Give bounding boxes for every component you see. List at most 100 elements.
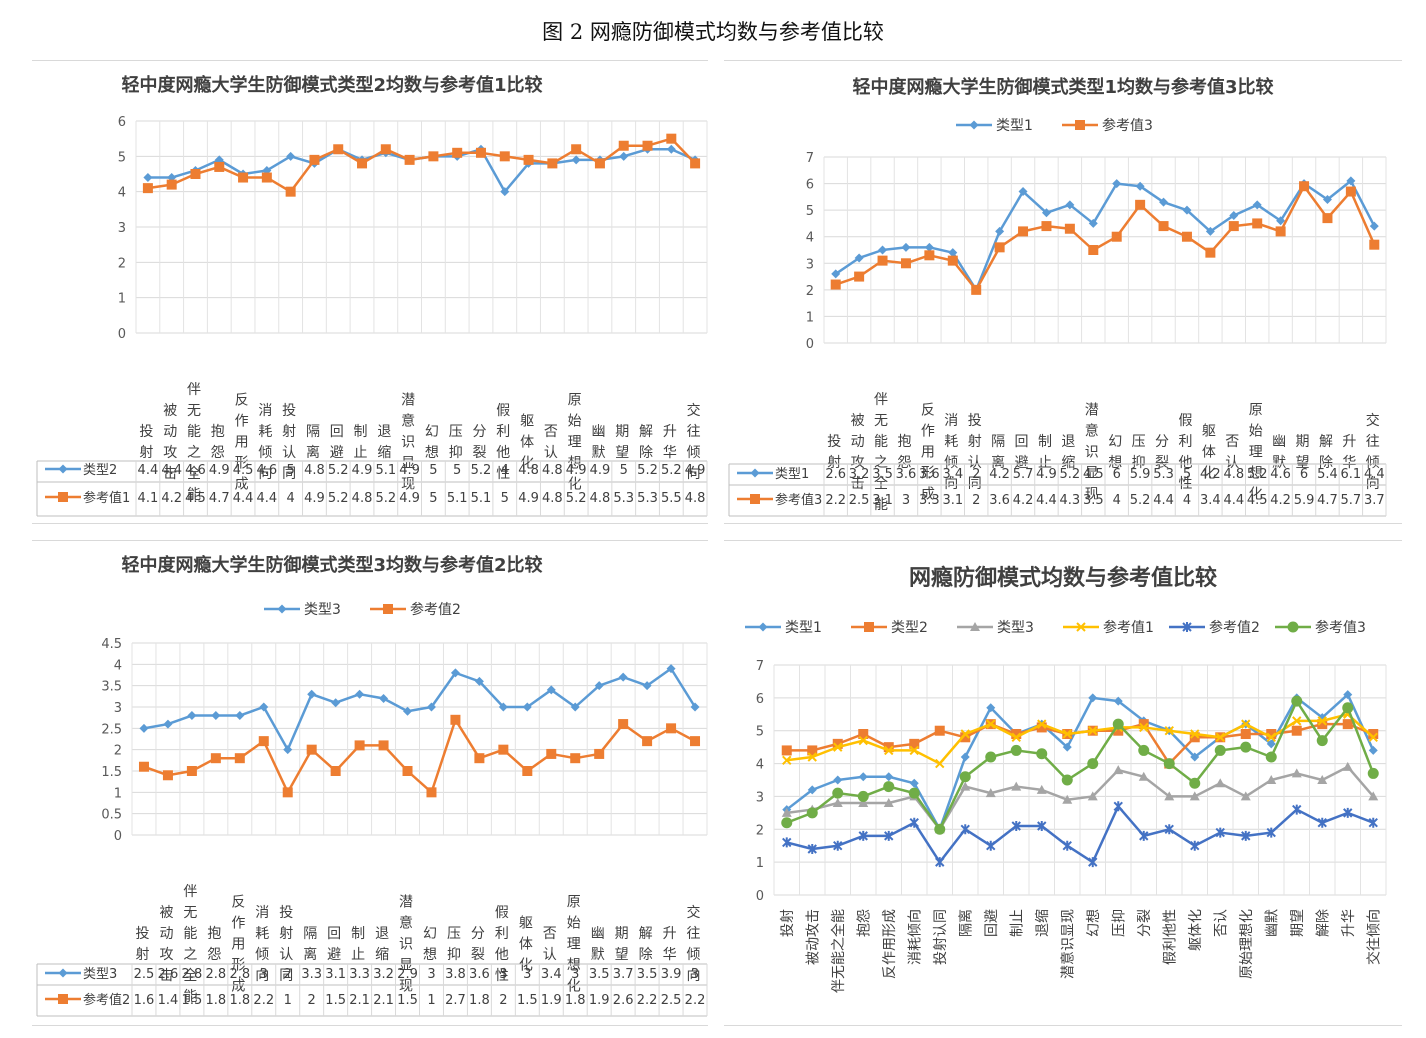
x-tick-label-13: 压抑 [449, 424, 466, 461]
legend-label-5: 参考值3 [1315, 619, 1366, 636]
legend-item-0-marker [277, 604, 287, 614]
x-tick-label-17: 否认 [543, 926, 560, 963]
table-cell-1-23: 3.7 [1364, 493, 1385, 508]
data-point-1-14 [474, 753, 485, 764]
table-cell-0-11: 4.5 [1083, 467, 1104, 482]
table-cell-0-10: 5.2 [1060, 467, 1081, 482]
table-cell-0-22: 3.9 [661, 967, 682, 982]
data-point-4-17 [1215, 827, 1225, 838]
data-point-3-6 [935, 758, 945, 769]
data-point-3-3 [858, 735, 868, 746]
data-point-5-14 [1138, 744, 1150, 756]
data-point-2-12 [1087, 791, 1098, 801]
data-point-1-13 [450, 714, 461, 725]
data-point-0-7 [307, 689, 317, 699]
table-cell-1-18: 5.2 [566, 491, 587, 506]
x-tick-label-14: 分裂 [472, 424, 489, 461]
table-cell-0-16: 4.8 [518, 463, 539, 478]
data-point-4-21 [1317, 817, 1327, 828]
table-series-name-0: 类型3 [83, 967, 117, 982]
x-tick-label-9: 制止 [354, 424, 371, 461]
table-cell-0-13: 5.9 [1130, 467, 1151, 482]
data-point-1-14 [1158, 221, 1169, 232]
data-point-1-10 [378, 740, 389, 751]
chart-panel-type2-vs-ref1: 轻中度网瘾大学生防御模式类型2均数与参考值1比较 0 1 2 3 4 5 6 投射 被动攻击 伴无能… [32, 60, 708, 524]
data-point-2-10 [1036, 784, 1047, 794]
table-cell-0-18: 3 [571, 967, 579, 982]
x-tick-label-21: 解除 [639, 424, 656, 461]
data-point-2-14 [1138, 771, 1149, 781]
table-cell-1-18: 1.8 [565, 993, 586, 1008]
legend-item-1-marker [383, 604, 393, 614]
series-line-4 [786, 805, 1374, 864]
table-cell-0-3: 4.9 [209, 463, 230, 478]
data-point-4-12 [1088, 857, 1098, 868]
x-tick-label-14: 分裂 [471, 926, 488, 963]
data-point-0-22 [666, 144, 676, 154]
table-cell-0-11: 4.9 [399, 463, 420, 478]
legend-item-0-marker [969, 120, 979, 130]
table-cell-0-2: 4.6 [185, 463, 206, 478]
data-point-1-19 [1266, 729, 1277, 739]
table-cell-1-8: 4.2 [1013, 493, 1034, 508]
table-cell-0-2: 3.5 [872, 467, 893, 482]
x-tick-label-21: 解除 [1315, 909, 1331, 937]
data-point-4-18 [1241, 830, 1251, 841]
data-point-1-3 [900, 258, 911, 269]
table-cell-1-3: 1.8 [206, 993, 227, 1008]
table-cell-0-17: 4.8 [1223, 467, 1244, 482]
series-line-3 [786, 713, 1375, 765]
table-cell-1-16: 3.4 [1200, 493, 1221, 508]
data-point-5-19 [1265, 751, 1277, 763]
data-point-0-11 [1062, 742, 1072, 752]
category-gridlines [773, 665, 1387, 895]
table-legend-0-marker [750, 468, 760, 478]
data-point-0-1 [854, 253, 864, 263]
data-point-0-20 [619, 151, 629, 161]
x-tick-label-20: 期望 [615, 424, 632, 461]
series-2 [781, 761, 1379, 834]
x-tick-label-0: 投射 [827, 434, 844, 471]
data-point-5-7 [959, 771, 971, 783]
legend-label-4: 参考值2 [1209, 619, 1260, 636]
table-cell-1-7: 3.6 [989, 493, 1010, 508]
table-cell-0-23: 4.4 [1364, 467, 1385, 482]
data-point-0-18 [570, 702, 580, 712]
x-tick-label-1: 被动攻击 [851, 413, 868, 492]
x-tick-label-16: 躯体化 [1202, 424, 1219, 482]
y-tick-label-5: 5 [806, 204, 814, 219]
x-tick-label-12: 幻想 [423, 926, 440, 963]
x-tick-label-14: 分裂 [1155, 434, 1172, 471]
x-tick-label-7: 隔离 [957, 909, 974, 937]
table-cell-0-15: 5 [1183, 467, 1191, 482]
data-point-3-17 [1215, 732, 1225, 742]
data-point-0-7 [995, 226, 1005, 236]
x-tick-label-8: 回避 [327, 926, 344, 963]
y-tick-label-0: 0 [114, 829, 122, 844]
data-point-1-3 [858, 729, 869, 739]
x-tick-label-15: 假利他性 [1178, 413, 1195, 492]
data-point-4-23 [1368, 817, 1378, 828]
table-cell-0-14: 3.6 [469, 967, 490, 982]
data-point-1-12 [426, 787, 437, 798]
data-point-0-8 [1018, 187, 1028, 197]
x-tick-label-17: 否认 [1213, 909, 1229, 937]
table-cell-0-18: 4.9 [566, 463, 587, 478]
x-tick-label-10: 退缩 [1061, 434, 1078, 471]
data-point-0-5 [948, 248, 958, 258]
data-point-1-18 [1240, 729, 1251, 739]
data-point-5-13 [1112, 718, 1124, 730]
table-cell-0-9: 4.9 [1036, 467, 1057, 482]
table-cell-1-14: 1.8 [469, 993, 490, 1008]
table-cell-1-22: 2.5 [661, 993, 682, 1008]
table-cell-0-17: 3.4 [541, 967, 562, 982]
data-point-1-20 [618, 140, 629, 151]
data-point-3-7 [960, 729, 970, 739]
data-point-1-2 [186, 766, 197, 776]
data-point-4-2 [833, 840, 843, 851]
data-point-0-18 [571, 155, 581, 165]
data-point-0-9 [355, 689, 365, 699]
table-cell-0-14: 5.3 [1153, 467, 1174, 482]
data-point-2-0 [781, 807, 792, 817]
data-point-3-11 [1062, 729, 1072, 739]
